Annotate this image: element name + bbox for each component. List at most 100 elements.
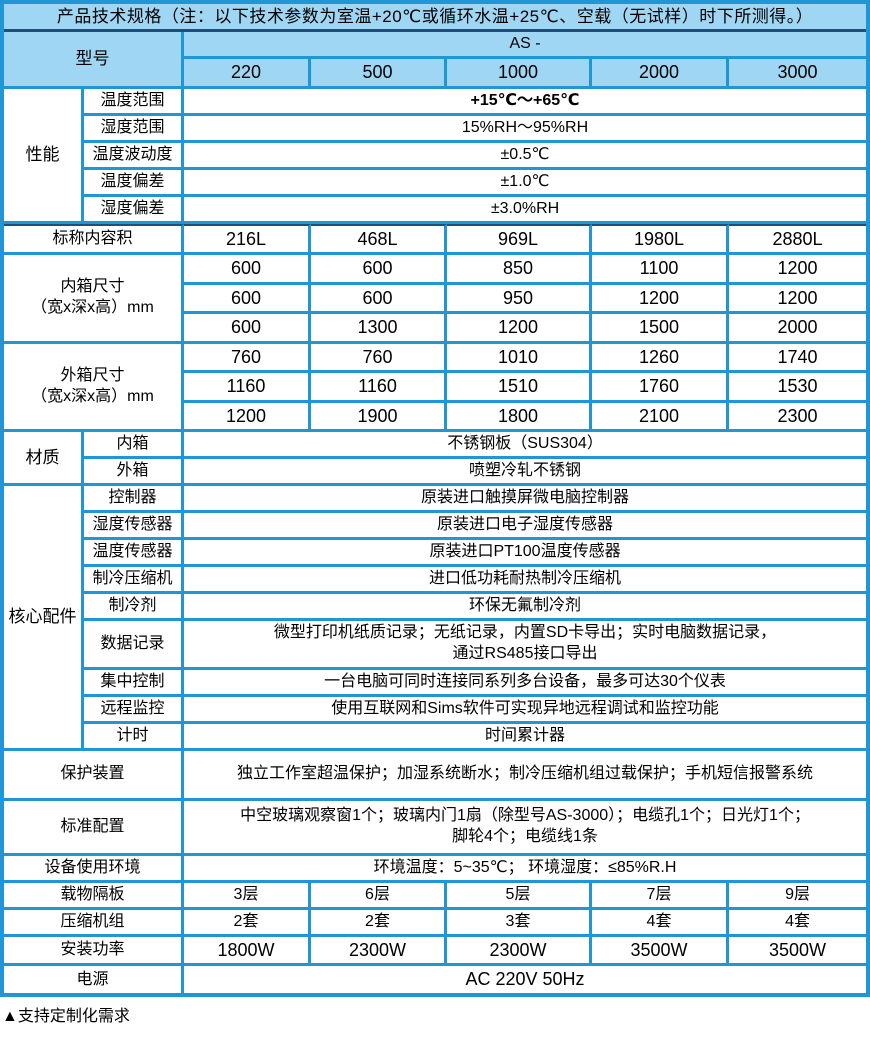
spec-label: 远程监控 <box>84 696 184 724</box>
capacity-label: 标称内容积 <box>4 223 184 256</box>
spec-label: 内箱 <box>84 432 184 460</box>
model-column-220: 220 <box>184 59 311 89</box>
model-column-500: 500 <box>311 59 447 89</box>
outer-size-value: 1160 <box>311 373 447 403</box>
capacity-value: 1980L <box>592 223 729 256</box>
inner-size-value: 600 <box>184 255 311 285</box>
spec-value: ±0.5℃ <box>184 143 867 170</box>
standard-config-value: 中空玻璃观察窗1个；玻璃内门1扇（除型号AS-3000）；电缆孔1个；日光灯1个… <box>184 801 867 856</box>
outer-size-value: 1200 <box>184 402 311 433</box>
standard-config-line1: 中空玻璃观察窗1个；玻璃内门1扇（除型号AS-3000）；电缆孔1个；日光灯1个… <box>240 807 810 825</box>
shelves-value: 3层 <box>184 882 311 910</box>
spec-value: 15%RH～95%RH <box>184 116 867 143</box>
shelves-value: 6层 <box>311 882 447 910</box>
spec-value: 使用互联网和Sims软件可实现异地远程调试和监控功能 <box>184 697 867 724</box>
spec-label: 湿度偏差 <box>84 196 184 224</box>
outer-size-value: 1530 <box>729 373 867 403</box>
inner-size-value: 850 <box>447 255 592 285</box>
spec-value: 一台电脑可同时连接同系列多台设备，最多可达30个仪表 <box>184 670 867 697</box>
spec-value: 原装进口触摸屏微电脑控制器 <box>184 486 867 514</box>
model-column-1000: 1000 <box>447 59 592 89</box>
protection-label: 保护装置 <box>4 750 184 801</box>
inner-size-value: 1200 <box>729 255 867 285</box>
outer-size-value: 1510 <box>447 373 592 403</box>
capacity-value: 2880L <box>729 223 867 256</box>
inner-size-value: 1100 <box>592 255 729 285</box>
outer-size-label-line1: 外箱尺寸 <box>60 366 125 384</box>
power-value: 2300W <box>311 936 447 967</box>
core-parts-label: 核心配件 <box>4 486 84 751</box>
spec-value: 不锈钢板（SUS304） <box>184 432 867 460</box>
outer-size-value: 760 <box>311 343 447 374</box>
outer-size-value: 2300 <box>729 403 867 433</box>
performance-label: 性能 <box>4 88 84 224</box>
spec-value: 原装进口电子湿度传感器 <box>184 513 867 541</box>
inner-size-value: 600 <box>184 314 311 344</box>
environment-value: 环境温度：5~35℃； 环境湿度：≤85%R.H <box>184 856 867 883</box>
outer-size-value: 760 <box>184 343 311 374</box>
material-label: 材质 <box>4 432 84 487</box>
inner-size-label: 内箱尺寸 （宽x深x高）mm <box>4 255 184 344</box>
spec-value: 时间累计器 <box>184 724 867 751</box>
spec-label: 数据记录 <box>84 621 184 670</box>
spec-label: 温度范围 <box>84 88 184 116</box>
spec-value: 喷塑冷轧不锈钢 <box>184 459 867 487</box>
inner-size-value: 600 <box>311 284 447 315</box>
spec-table: 产品技术规格（注：以下技术参数为室温+20℃或循环水温+25℃、空载（无试样）时… <box>0 0 870 997</box>
spec-value: ±3.0%RH <box>184 197 867 224</box>
spec-label: 控制器 <box>84 486 184 514</box>
spec-value: 进口低功耗耐热制冷压缩机 <box>184 567 867 595</box>
compressors-value: 4套 <box>592 909 729 937</box>
outer-size-value: 1800 <box>447 402 592 433</box>
spec-label: 集中控制 <box>84 669 184 697</box>
shelves-value: 5层 <box>447 882 592 910</box>
inner-size-value: 2000 <box>729 314 867 344</box>
model-column-3000: 3000 <box>729 59 867 89</box>
data-record-line1: 微型打印机纸质记录；无纸记录，内置SD卡导出；实时电脑数据记录， <box>273 624 777 642</box>
spec-label: 温度传感器 <box>84 540 184 568</box>
outer-size-value: 2100 <box>592 402 729 433</box>
spec-label: 温度波动度 <box>84 142 184 170</box>
power-value: 3500W <box>592 936 729 967</box>
outer-size-value: 1160 <box>184 373 311 403</box>
inner-size-value: 600 <box>311 255 447 285</box>
standard-config-label: 标准配置 <box>4 800 184 856</box>
inner-size-label-line1: 内箱尺寸 <box>60 278 125 296</box>
spec-value: 原装进口PT100温度传感器 <box>184 540 867 568</box>
capacity-value: 216L <box>184 223 311 256</box>
data-record-line2: 通过RS485接口导出 <box>452 645 598 663</box>
outer-size-label: 外箱尺寸 （宽x深x高）mm <box>4 343 184 433</box>
spec-label: 计时 <box>84 723 184 751</box>
footnote: ▲支持定制化需求 <box>2 1007 130 1025</box>
spec-label: 湿度传感器 <box>84 513 184 541</box>
inner-size-value: 600 <box>184 284 311 315</box>
outer-size-value: 1260 <box>592 343 729 374</box>
power-supply-value: AC 220V 50Hz <box>465 969 585 990</box>
power-supply-label: 电源 <box>4 966 184 993</box>
power-label: 安装功率 <box>4 936 184 967</box>
power-value: 3500W <box>729 937 867 967</box>
model-label: 型号 <box>4 32 184 89</box>
outer-size-value: 1900 <box>311 402 447 433</box>
model-column-2000: 2000 <box>592 59 729 89</box>
spec-label: 外箱 <box>84 459 184 487</box>
spec-label: 温度偏差 <box>84 169 184 197</box>
inner-size-value: 1200 <box>729 285 867 315</box>
spec-label: 制冷压缩机 <box>84 567 184 595</box>
spec-value: 环保无氟制冷剂 <box>184 594 867 622</box>
compressors-value: 3套 <box>447 909 592 937</box>
capacity-value: 969L <box>447 223 592 256</box>
spec-label: 制冷剂 <box>84 594 184 622</box>
spec-label: 湿度范围 <box>84 115 184 143</box>
compressors-value: 4套 <box>729 910 867 937</box>
spec-value: +15℃～+65℃ <box>184 89 867 116</box>
outer-size-value: 1740 <box>729 344 867 374</box>
inner-size-label-line2: （宽x深x高）mm <box>31 299 154 316</box>
shelves-label: 载物隔板 <box>4 882 184 910</box>
model-series: AS - <box>184 32 867 60</box>
inner-size-value: 950 <box>447 284 592 315</box>
table-title: 产品技术规格（注：以下技术参数为室温+20℃或循环水温+25℃、空载（无试样）时… <box>4 4 867 33</box>
compressors-value: 2套 <box>311 909 447 937</box>
environment-label: 设备使用环境 <box>4 855 184 883</box>
inner-size-value: 1200 <box>447 314 592 344</box>
